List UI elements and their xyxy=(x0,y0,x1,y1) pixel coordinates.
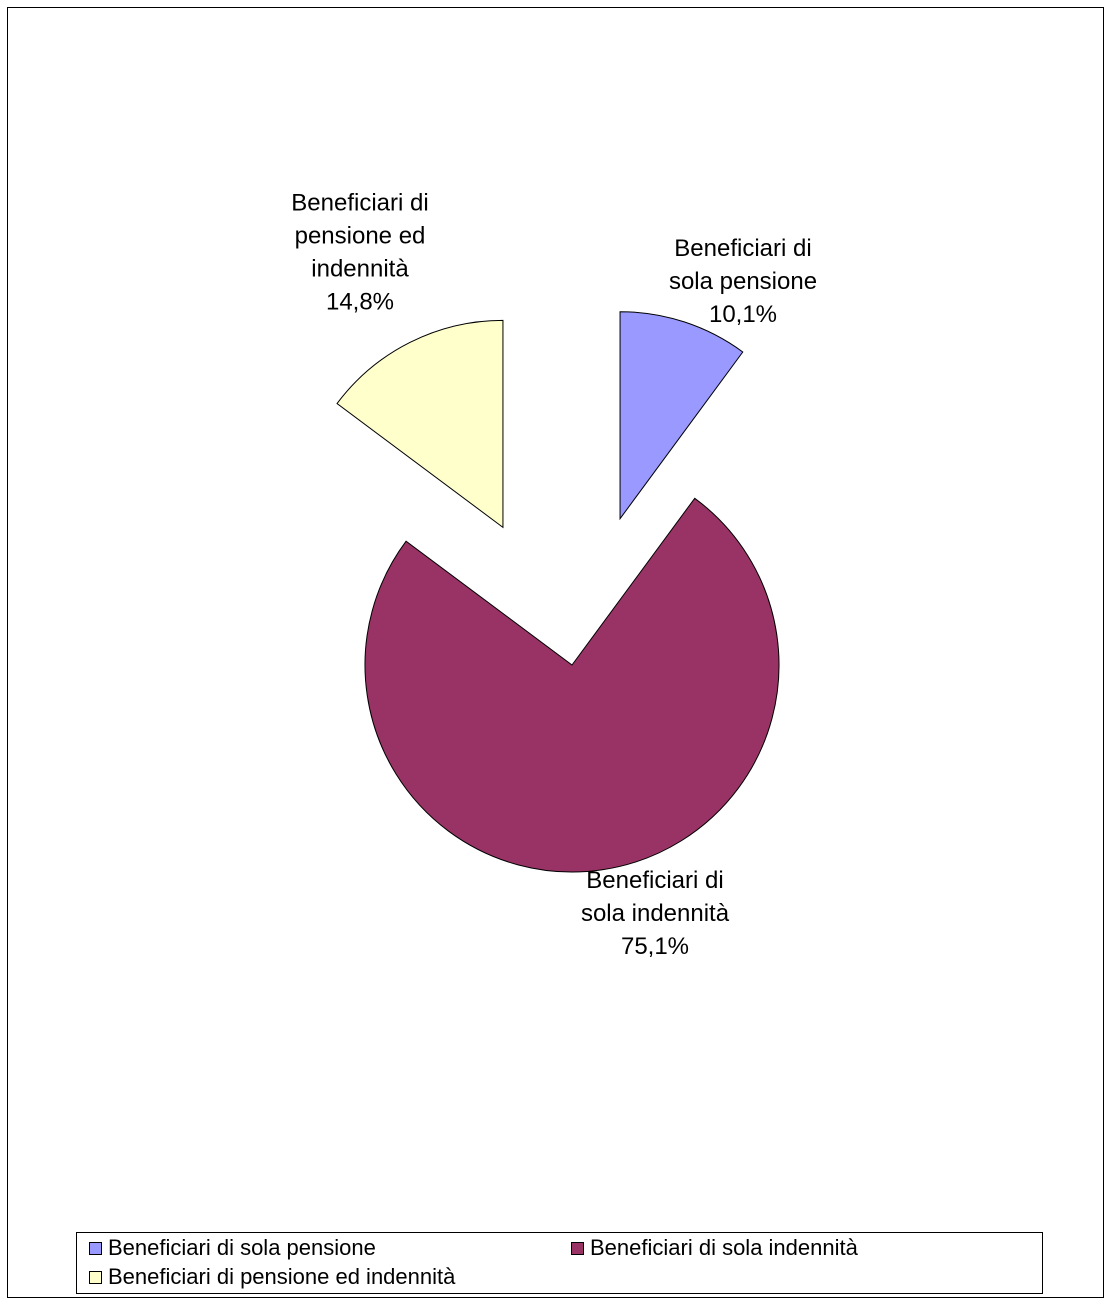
legend-item-sola-indennita: Beneficiari di sola indennità xyxy=(571,1235,858,1261)
pie-slice-sola-pensione xyxy=(619,311,744,521)
slice-label-line: Beneficiari di xyxy=(586,867,723,894)
slice-label-line: indennità xyxy=(311,256,409,283)
legend-swatch-sola-pensione xyxy=(89,1241,102,1255)
slice-label-line: sola pensione xyxy=(669,268,817,295)
chart-area: Beneficiari di sola pensione 10,1% Benefici… xyxy=(7,7,1104,1298)
slice-label-line: 75,1% xyxy=(621,933,689,960)
legend-item-pensione-ed-indennita: Beneficiari di pensione ed indennità xyxy=(89,1264,455,1290)
slice-label-line: Beneficiari di xyxy=(674,235,811,262)
slice-label-line: sola indennità xyxy=(581,900,730,927)
slice-label-line: Beneficiari di xyxy=(291,190,428,217)
legend-label-sola-pensione: Beneficiari di sola pensione xyxy=(108,1235,376,1260)
slice-label-pensione-ed-indennita: Beneficiari di pensione ed indennità 14,8% xyxy=(291,190,428,316)
pie-slice-sola-indennita xyxy=(364,497,780,873)
pie-chart: Beneficiari di sola pensione 10,1%Benefici… xyxy=(291,190,817,961)
legend-swatch-pensione-ed-indennita xyxy=(89,1270,102,1284)
slice-label-line: 14,8% xyxy=(326,289,394,316)
slice-label-line: 10,1% xyxy=(709,301,777,328)
slice-label-sola-pensione: Beneficiari di sola pensione 10,1% xyxy=(669,235,817,328)
pie-slice-pensione-ed-indennita xyxy=(336,319,504,529)
legend-item-sola-pensione: Beneficiari di sola pensione xyxy=(89,1235,376,1261)
legend-label-sola-indennita: Beneficiari di sola indennità xyxy=(590,1235,858,1260)
legend-label-pensione-ed-indennita: Beneficiari di pensione ed indennità xyxy=(108,1264,456,1289)
slice-label-line: pensione ed xyxy=(295,223,426,250)
legend: Beneficiari di sola pensione Beneficiari… xyxy=(76,1232,1043,1294)
slice-label-sola-indennita: Beneficiari di sola indennità 75,1% xyxy=(581,867,730,960)
legend-swatch-sola-indennita xyxy=(571,1241,584,1255)
